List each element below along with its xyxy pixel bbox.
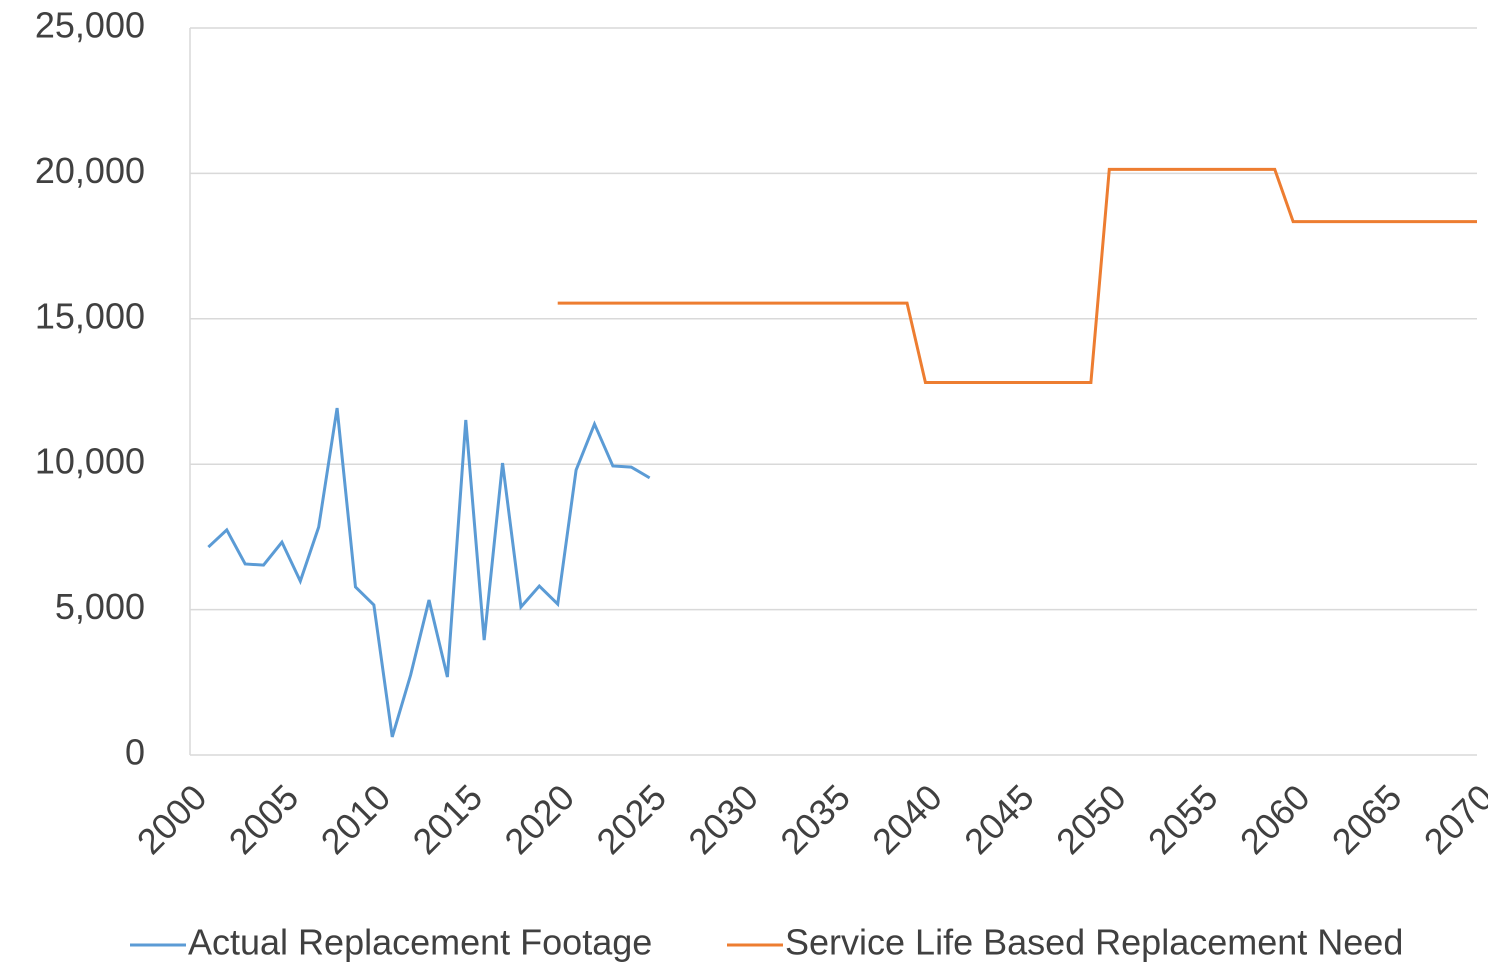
x-tick-label: 2020 — [496, 776, 582, 862]
x-tick-label: 2030 — [680, 776, 766, 862]
y-tick-label: 20,000 — [35, 150, 145, 191]
x-tick-label: 2050 — [1048, 776, 1134, 862]
x-tick-label: 2015 — [405, 776, 491, 862]
legend-label: Actual Replacement Footage — [188, 922, 652, 963]
y-tick-label: 10,000 — [35, 441, 145, 482]
y-tick-label: 0 — [125, 732, 145, 773]
x-tick-label: 2035 — [772, 776, 858, 862]
x-tick-label: 2010 — [313, 776, 399, 862]
x-tick-label: 2040 — [864, 776, 950, 862]
x-tick-label: 2000 — [129, 776, 215, 862]
x-tick-label: 2060 — [1232, 776, 1318, 862]
legend-label: Service Life Based Replacement Need — [785, 922, 1403, 963]
series-line — [207, 407, 651, 738]
x-tick-label: 2055 — [1140, 776, 1226, 862]
y-tick-label: 15,000 — [35, 295, 145, 336]
x-tick-label: 2005 — [221, 776, 307, 862]
x-tick-label: 2045 — [956, 776, 1042, 862]
x-tick-label: 2065 — [1324, 776, 1410, 862]
series-line — [557, 167, 1477, 384]
x-tick-label: 2025 — [588, 776, 674, 862]
y-tick-label: 25,000 — [35, 5, 145, 46]
x-tick-label: 2070 — [1416, 776, 1488, 862]
y-tick-label: 5,000 — [55, 586, 145, 627]
